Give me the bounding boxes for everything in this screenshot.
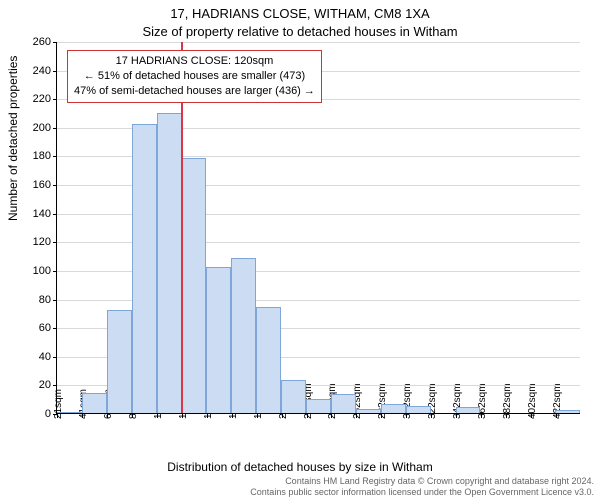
y-tick-label: 80	[39, 294, 57, 306]
footer-line-2: Contains public sector information licen…	[250, 487, 594, 498]
histogram-bar	[555, 410, 580, 413]
y-tick-label: 200	[33, 122, 57, 134]
y-tick-label: 220	[33, 93, 57, 105]
y-tick-label: 60	[39, 322, 57, 334]
y-tick-label: 240	[33, 65, 57, 77]
histogram-bar	[231, 258, 256, 413]
annotation-line-3: 47% of semi-detached houses are larger (…	[74, 84, 315, 99]
y-tick-label: 140	[33, 208, 57, 220]
histogram-bar	[306, 399, 331, 413]
histogram-bar	[182, 158, 207, 413]
annotation-line-1: 17 HADRIANS CLOSE: 120sqm	[74, 54, 315, 69]
x-axis-label: Distribution of detached houses by size …	[0, 460, 600, 474]
footer-line-1: Contains HM Land Registry data © Crown c…	[250, 476, 594, 487]
y-tick-label: 160	[33, 179, 57, 191]
address-title: 17, HADRIANS CLOSE, WITHAM, CM8 1XA	[0, 6, 600, 21]
histogram-bar	[256, 307, 281, 413]
y-tick-label: 260	[33, 36, 57, 48]
y-tick-label: 40	[39, 351, 57, 363]
histogram-bar	[132, 124, 157, 413]
histogram-bar	[107, 310, 132, 413]
histogram-plot: 17 HADRIANS CLOSE: 120sqm ← 51% of detac…	[56, 42, 580, 414]
y-tick-label: 120	[33, 236, 57, 248]
histogram-bar	[206, 267, 231, 413]
chart-subtitle: Size of property relative to detached ho…	[0, 24, 600, 39]
histogram-bar	[356, 409, 381, 413]
histogram-bar	[406, 406, 431, 413]
histogram-bar	[331, 394, 356, 413]
footer-attribution: Contains HM Land Registry data © Crown c…	[250, 476, 594, 499]
histogram-bar	[381, 404, 406, 413]
histogram-bar	[157, 113, 182, 413]
annotation-box: 17 HADRIANS CLOSE: 120sqm ← 51% of detac…	[67, 50, 322, 103]
histogram-bar	[57, 412, 82, 413]
annotation-line-2: ← 51% of detached houses are smaller (47…	[74, 69, 315, 84]
y-axis-label: Number of detached properties	[6, 56, 20, 221]
y-tick-label: 100	[33, 265, 57, 277]
y-tick-label: 180	[33, 150, 57, 162]
histogram-bar	[281, 380, 306, 413]
histogram-bar	[456, 407, 481, 413]
histogram-bar	[82, 393, 107, 413]
